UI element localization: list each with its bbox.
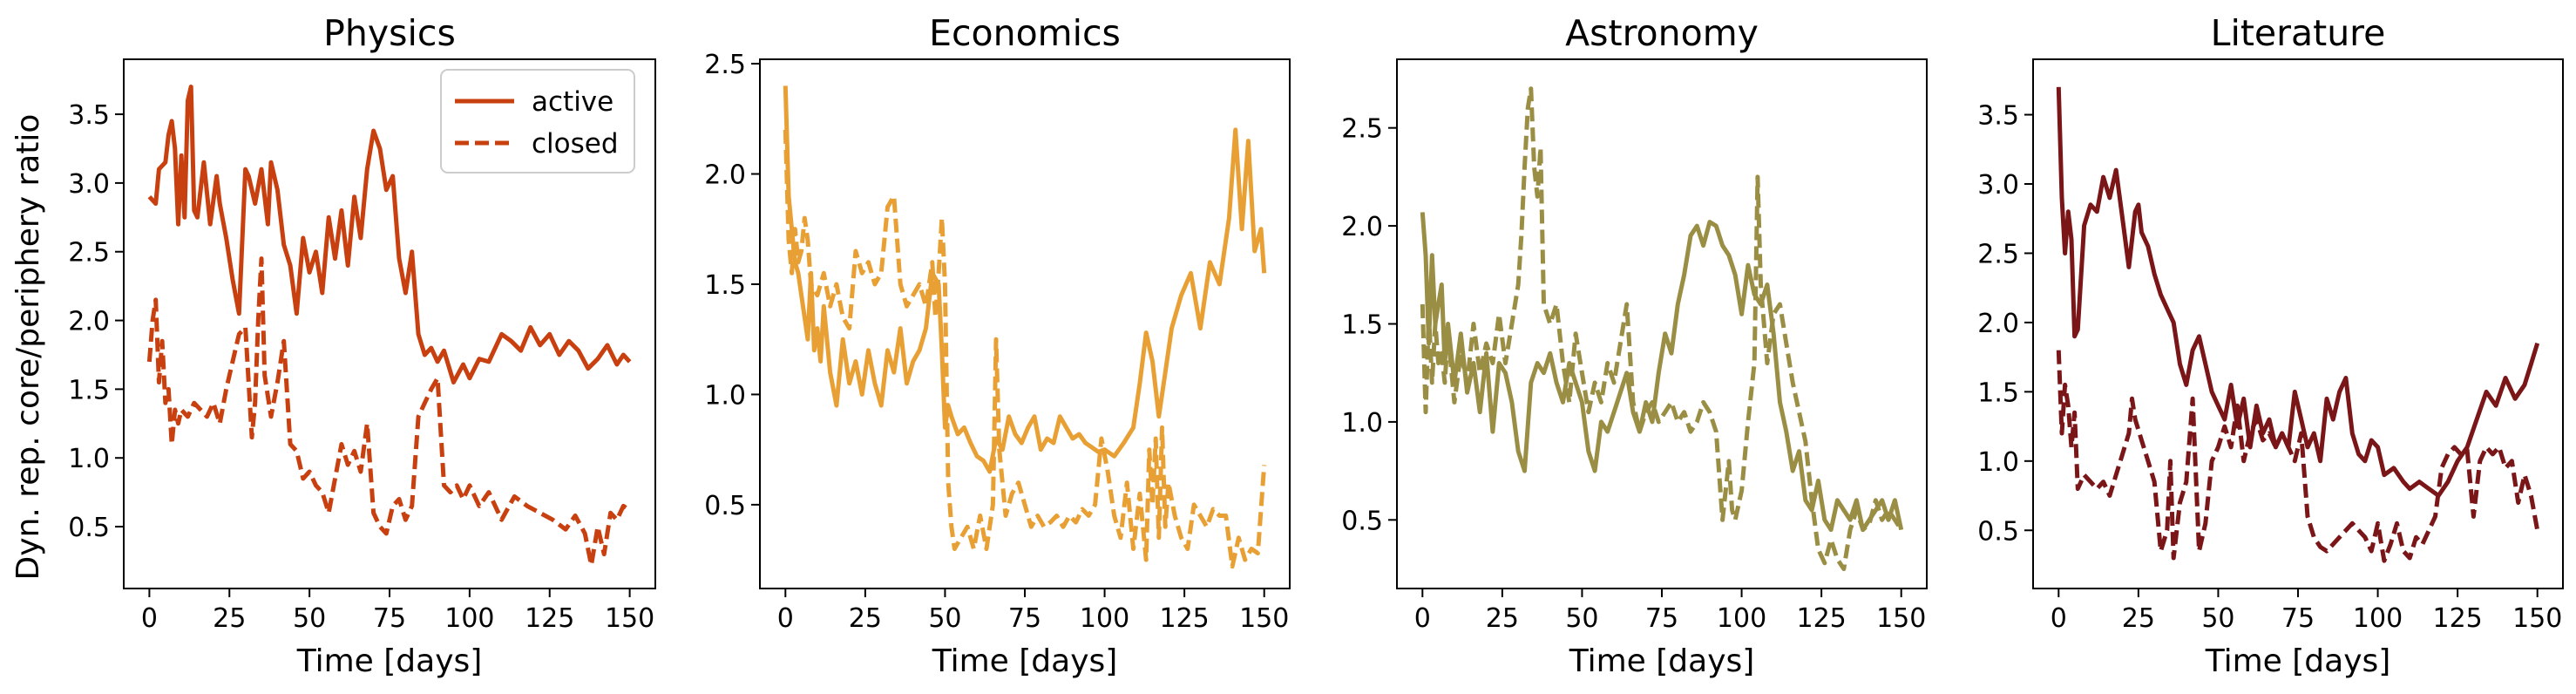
x-tick-label: 50 <box>2201 603 2234 634</box>
series-line-active <box>1420 212 1904 533</box>
y-tick-label: 2.5 <box>1977 239 2019 269</box>
y-tick-label: 0.5 <box>704 491 746 521</box>
y-tick-label: 1.5 <box>68 375 110 405</box>
y-tick-label: 3.5 <box>68 100 110 131</box>
series-line-active <box>783 85 1267 474</box>
y-tick-label: 2.0 <box>1341 212 1383 242</box>
y-tick-label: 1.0 <box>1341 408 1383 439</box>
y-tick-label: 2.0 <box>68 307 110 337</box>
plot-frame <box>2032 58 2564 589</box>
panel-literature: 0 25 50 75 100 125 150 0.5 1.0 1.5 2.0 2.5 3.0 3.5 Lit… <box>1977 12 2564 679</box>
x-axis-label: Time [days] <box>1569 643 1755 679</box>
x-tick-label: 25 <box>213 603 246 634</box>
plot-frame <box>1396 58 1928 589</box>
y-tick-label: 3.0 <box>1977 170 2019 201</box>
y-tick-label: 2.0 <box>704 160 746 191</box>
x-axis-label: Time [days] <box>2205 643 2391 679</box>
x-tick-label: 125 <box>1796 603 1846 634</box>
series-line-closed <box>146 256 631 568</box>
legend: active closed <box>440 69 635 174</box>
x-tick-label: 0 <box>777 603 794 634</box>
y-tick-label: 2.0 <box>1977 309 2019 339</box>
y-tick-label: 0.5 <box>68 513 110 543</box>
y-tick-label: 2.5 <box>1341 114 1383 145</box>
panel-astronomy: 0 25 50 75 100 125 150 0.5 1.0 1.5 2.0 2.5 Astronomy… <box>1341 12 1928 679</box>
x-tick-label: 100 <box>2353 603 2403 634</box>
series-line-closed <box>783 129 1267 569</box>
series-line-closed <box>2056 350 2540 563</box>
x-tick-label: 125 <box>525 603 574 634</box>
panel-title: Astronomy <box>1565 12 1759 54</box>
y-tick-label: 0.5 <box>1341 506 1383 536</box>
y-tick-label: 3.5 <box>1977 101 2019 132</box>
x-tick-label: 0 <box>141 603 158 634</box>
x-tick-label: 0 <box>2051 603 2067 634</box>
x-tick-label: 75 <box>2281 603 2315 634</box>
panel-title: Physics <box>323 12 456 54</box>
x-tick-label: 50 <box>928 603 961 634</box>
y-tick-label: 3.0 <box>68 169 110 200</box>
x-tick-label: 50 <box>1565 603 1598 634</box>
x-tick-label: 75 <box>373 603 406 634</box>
x-tick-label: 50 <box>293 603 326 634</box>
x-tick-label: 100 <box>444 603 494 634</box>
panel-title: Economics <box>929 12 1121 54</box>
x-tick-label: 25 <box>2122 603 2155 634</box>
x-tick-label: 75 <box>1008 603 1041 634</box>
x-tick-label: 125 <box>2432 603 2482 634</box>
x-axis-label: Time [days] <box>296 643 483 679</box>
panel-title: Literature <box>2211 12 2386 54</box>
x-tick-label: 100 <box>1080 603 1129 634</box>
x-tick-label: 25 <box>1486 603 1519 634</box>
x-tick-label: 150 <box>2512 603 2562 634</box>
y-tick-label: 0.5 <box>1977 516 2019 547</box>
legend-label-active: active <box>532 86 613 118</box>
x-tick-label: 75 <box>1645 603 1678 634</box>
series-line-active <box>147 85 632 384</box>
y-tick-label: 1.0 <box>704 380 746 411</box>
y-tick-label: 1.0 <box>68 444 110 474</box>
y-axis-label: Dyn. rep. core/periphery ratio <box>10 114 46 581</box>
legend-label-closed: closed <box>532 128 619 160</box>
x-tick-label: 100 <box>1717 603 1766 634</box>
y-tick-label: 2.5 <box>704 50 746 80</box>
x-tick-label: 150 <box>605 603 654 634</box>
x-tick-label: 125 <box>1159 603 1209 634</box>
x-tick-label: 0 <box>1414 603 1431 634</box>
x-tick-label: 150 <box>1239 603 1289 634</box>
y-tick-label: 2.5 <box>68 238 110 269</box>
x-axis-label: Time [days] <box>932 643 1118 679</box>
x-tick-label: 25 <box>849 603 882 634</box>
x-tick-label: 150 <box>1876 603 1926 634</box>
chart-panels: 0 25 50 75 100 125 150 0.5 1.0 1.5 2.0 2.5 3.0 3.5 Phy… <box>68 12 2564 679</box>
series-line-closed <box>1420 86 1903 571</box>
y-tick-label: 1.0 <box>1977 447 2019 478</box>
legend-box <box>440 69 635 174</box>
y-tick-label: 1.5 <box>1341 310 1383 341</box>
panel-physics: 0 25 50 75 100 125 150 0.5 1.0 1.5 2.0 2.5 3.0 3.5 Phy… <box>68 12 656 679</box>
y-tick-label: 1.5 <box>1977 378 2019 408</box>
panel-economics: 0 25 50 75 100 125 150 0.5 1.0 1.5 2.0 2.5 Economics… <box>704 12 1291 679</box>
y-tick-label: 1.5 <box>704 270 746 301</box>
